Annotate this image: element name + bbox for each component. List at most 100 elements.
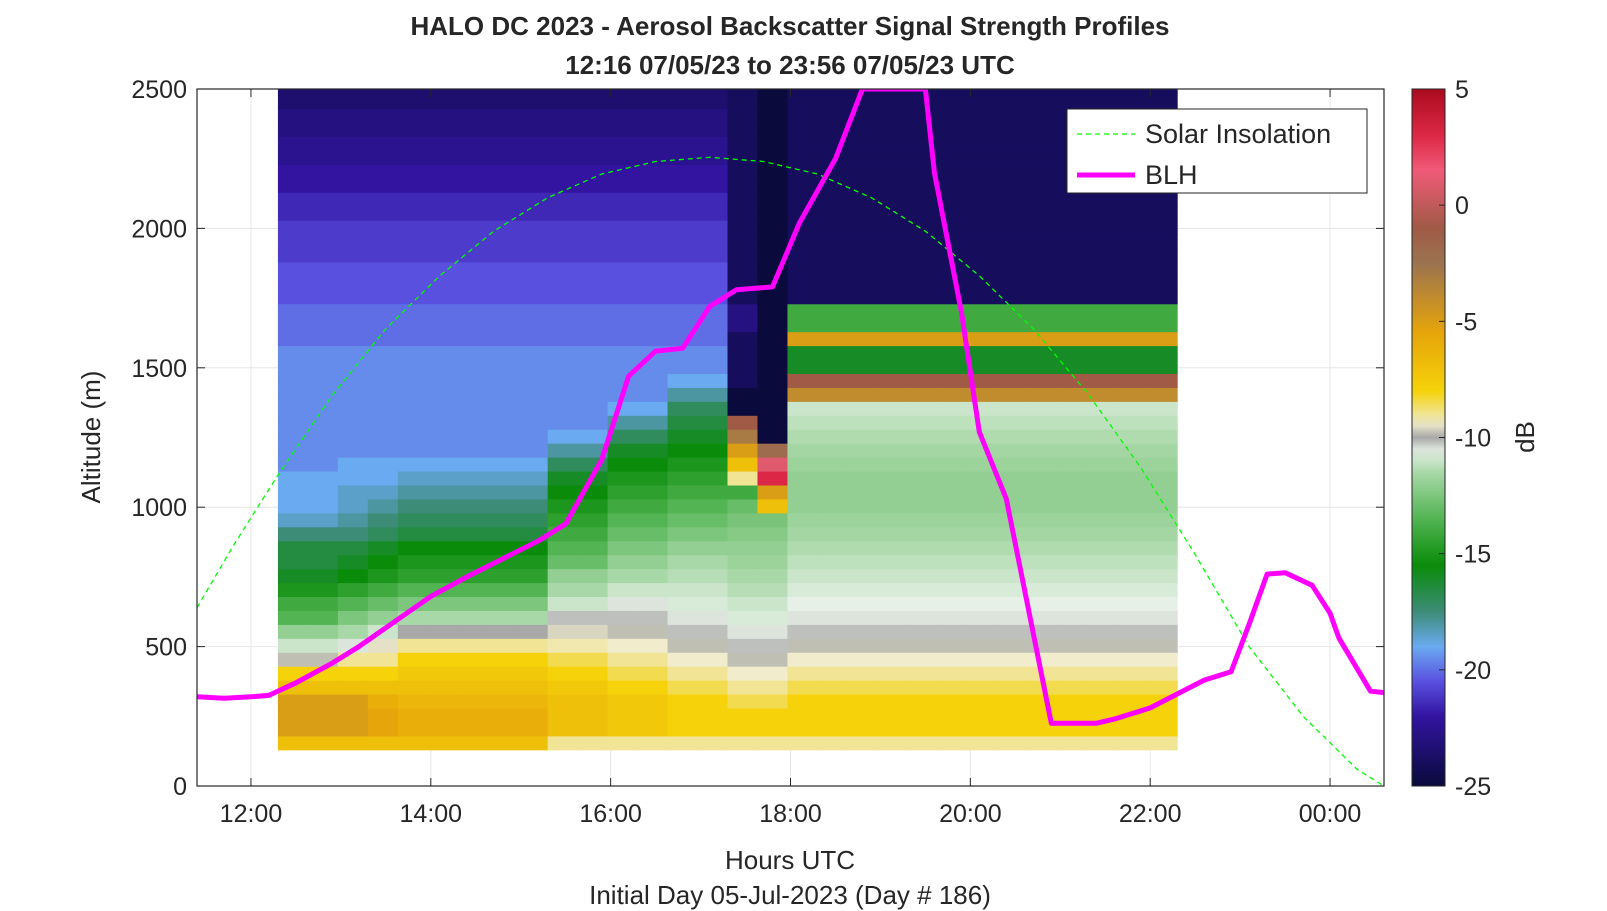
heatmap-cell	[1057, 317, 1088, 333]
heatmap-cell	[517, 652, 549, 667]
heatmap-cell	[487, 122, 519, 137]
heatmap-cell	[697, 568, 729, 584]
heatmap-cell	[487, 470, 519, 486]
heatmap-cell	[697, 192, 729, 207]
x-tick-label: 12:00	[220, 800, 283, 828]
heatmap-cell	[667, 680, 699, 695]
heatmap-cell	[367, 652, 399, 667]
heatmap-cell	[697, 680, 729, 695]
heatmap-cell	[757, 610, 789, 625]
heatmap-cell	[367, 164, 399, 179]
heatmap-cell	[487, 707, 519, 723]
heatmap-cell	[367, 247, 399, 263]
x-tick-label: 00:00	[1299, 800, 1362, 828]
heatmap-cell	[667, 540, 699, 556]
heatmap-cell	[1027, 582, 1058, 598]
heatmap-cell	[1057, 707, 1088, 723]
heatmap-cell	[1087, 345, 1118, 361]
heatmap-cell	[667, 122, 699, 137]
heatmap-cell	[1117, 582, 1148, 598]
heatmap-cell	[607, 568, 639, 584]
heatmap-cell	[487, 150, 519, 165]
heatmap-cell	[487, 721, 519, 737]
heatmap-cell	[577, 512, 609, 528]
heatmap-cell	[757, 554, 789, 570]
heatmap-cell	[637, 666, 669, 681]
heatmap-cell	[907, 735, 938, 751]
heatmap-cell	[1147, 443, 1178, 458]
heatmap-cell	[727, 694, 759, 709]
heatmap-cell	[997, 470, 1028, 486]
heatmap-cell	[847, 596, 878, 611]
heatmap-cell	[787, 610, 819, 625]
colorbar-tick-label: -10	[1455, 425, 1491, 453]
heatmap-cell	[787, 387, 819, 402]
heatmap-cell	[487, 345, 519, 361]
x-tick-label: 14:00	[400, 800, 463, 828]
heatmap-cell	[1057, 275, 1088, 291]
colorbar-label: dB	[1510, 421, 1540, 453]
blh-line	[197, 89, 1384, 726]
chart-title: HALO DC 2023 - Aerosol Backscatter Signa…	[410, 11, 1169, 41]
heatmap-cell	[607, 247, 639, 263]
heatmap-cell	[757, 443, 789, 458]
heatmap-cell	[937, 652, 968, 667]
heatmap-cell	[427, 206, 459, 221]
heatmap-cell	[277, 498, 309, 514]
heatmap-cell	[577, 94, 609, 110]
heatmap-cell	[757, 303, 789, 319]
heatmap-cell	[1147, 721, 1178, 737]
heatmap-cell	[1147, 610, 1178, 625]
heatmap-cell	[1087, 233, 1118, 249]
heatmap-cell	[787, 443, 819, 458]
heatmap-cell	[877, 359, 908, 374]
heatmap-cell	[787, 401, 819, 416]
heatmap-cell	[877, 512, 908, 528]
heatmap-cell	[817, 735, 848, 751]
heatmap-cell	[667, 317, 699, 333]
heatmap-cell	[847, 359, 878, 374]
heatmap-cell	[397, 721, 429, 737]
heatmap-cell	[397, 415, 429, 430]
heatmap-cell	[367, 540, 399, 556]
heatmap-cell	[277, 554, 309, 570]
heatmap-cell	[1057, 457, 1088, 472]
heatmap-cell	[277, 401, 309, 416]
heatmap-cell	[907, 526, 938, 542]
heatmap-cell	[397, 457, 429, 472]
heatmap-cell	[487, 289, 519, 305]
heatmap-cell	[937, 331, 968, 347]
heatmap-cell	[457, 721, 489, 737]
heatmap-cell	[1117, 233, 1148, 249]
heatmap-cell	[277, 415, 309, 430]
heatmap-cell	[337, 206, 369, 221]
heatmap-cell	[1117, 484, 1148, 500]
heatmap-cell	[427, 164, 459, 179]
heatmap-cell	[637, 568, 669, 584]
heatmap-cell	[1147, 652, 1178, 667]
heatmap-cell	[337, 261, 369, 277]
heatmap-cell	[427, 443, 459, 458]
heatmap-cell	[997, 122, 1028, 137]
heatmap-cell	[457, 206, 489, 221]
x-tick-label: 16:00	[579, 800, 642, 828]
heatmap-cell	[697, 136, 729, 151]
heatmap-cell	[997, 331, 1028, 347]
heatmap-cell	[757, 247, 789, 263]
heatmap-cell	[757, 596, 789, 611]
heatmap-cell	[397, 331, 429, 347]
legend-box	[1066, 108, 1368, 194]
heatmap-cell	[607, 457, 639, 472]
heatmap-cell	[427, 136, 459, 151]
heatmap-cell	[847, 164, 878, 179]
heatmap-cell	[547, 707, 579, 723]
heatmap-cell	[427, 303, 459, 319]
heatmap-cell	[787, 540, 819, 556]
heatmap-cell	[967, 638, 998, 653]
heatmap-cell	[367, 206, 399, 221]
heatmap-cell	[847, 735, 878, 751]
heatmap-cell	[577, 498, 609, 514]
heatmap-cell	[667, 220, 699, 235]
heatmap-cell	[877, 429, 908, 444]
heatmap-cell	[457, 233, 489, 249]
